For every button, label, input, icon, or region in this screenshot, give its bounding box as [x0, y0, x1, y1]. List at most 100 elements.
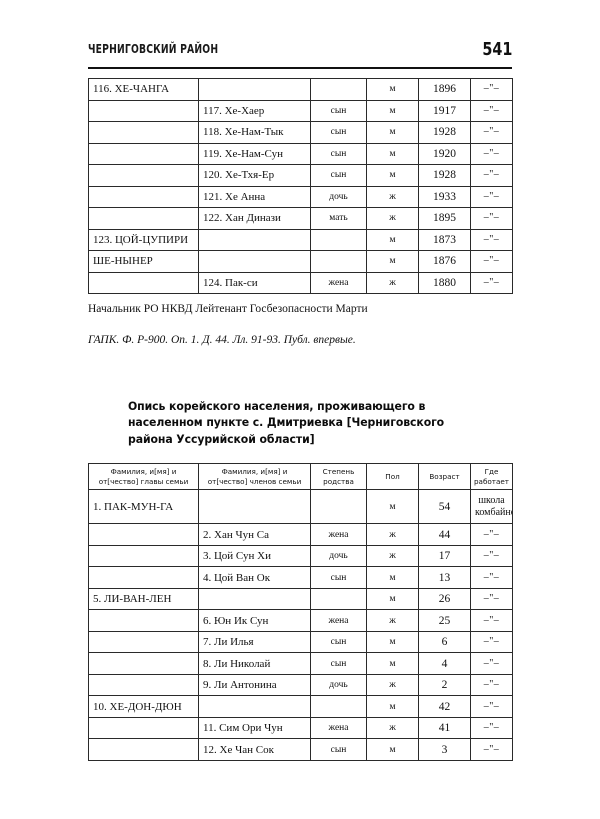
- cell-age: 1920: [418, 142, 471, 165]
- cell-family-head: 10. ХЕ-ДОН-ДЮН: [88, 695, 199, 718]
- cell-relation: сын: [310, 142, 367, 165]
- cell-family-head: [88, 630, 199, 654]
- table-row: 120. Хе-Тхя-Ер сын м 1928 –"–: [88, 164, 513, 187]
- cell-workplace: –"–: [470, 587, 513, 611]
- cell-family-member: [198, 250, 311, 273]
- cell-relation: жена: [310, 271, 367, 294]
- cell-age: 1917: [418, 99, 471, 122]
- cell-age: 41: [418, 716, 471, 740]
- table-one-body: 116. ХЕ-ЧАНГА м 1896 –"– 117. Хе-Хаер сын м 191…: [88, 78, 513, 294]
- table-row: 2. Хан Чун Са жена ж 44 –"–: [88, 523, 513, 546]
- cell-sex: м: [366, 566, 419, 589]
- table-row: 116. ХЕ-ЧАНГА м 1896 –"–: [88, 78, 513, 101]
- cell-workplace: –"–: [470, 185, 513, 208]
- cell-workplace: –"–: [470, 228, 513, 251]
- cell-relation: [310, 587, 367, 611]
- cell-workplace: –"–: [470, 78, 513, 101]
- column-header-sex: Пол: [366, 462, 419, 491]
- cell-relation: сын: [310, 738, 367, 761]
- cell-family-member: 120. Хе-Тхя-Ер: [198, 164, 311, 187]
- cell-sex: м: [366, 695, 419, 718]
- table-row: 8. Ли Николай сын м 4 –"–: [88, 652, 513, 675]
- cell-family-head: [88, 207, 199, 230]
- cell-family-head: [88, 738, 199, 761]
- table-row: 118. Хе-Нам-Тык сын м 1928 –"–: [88, 121, 513, 144]
- cell-relation: сын: [310, 99, 367, 122]
- cell-relation: сын: [310, 164, 367, 187]
- table-row: 12. Хе Чан Сок сын м 3 –"–: [88, 738, 513, 761]
- archival-source-line: ГАПК. Ф. Р-900. Оп. 1. Д. 44. Лл. 91-93.…: [88, 334, 356, 346]
- cell-family-head: 123. ЦОЙ-ЦУПИРИ: [88, 228, 199, 251]
- cell-sex: м: [366, 630, 419, 654]
- cell-family-member: 3. Цой Сун Хи: [198, 544, 311, 568]
- table-row: 9. Ли Антонина дочь ж 2 –"–: [88, 673, 513, 697]
- cell-family-member: 122. Хан Динази: [198, 207, 311, 230]
- cell-workplace: –"–: [470, 609, 513, 632]
- cell-sex: м: [366, 489, 419, 525]
- cell-age: 1880: [418, 271, 471, 294]
- cell-workplace: –"–: [470, 716, 513, 740]
- table-row: 3. Цой Сун Хи дочь ж 17 –"–: [88, 544, 513, 568]
- cell-family-head: [88, 544, 199, 568]
- cell-age: 54: [418, 489, 471, 525]
- cell-relation: дочь: [310, 185, 367, 208]
- cell-sex: м: [366, 250, 419, 273]
- cell-workplace: –"–: [470, 630, 513, 654]
- cell-sex: м: [366, 652, 419, 675]
- cell-family-head: 5. ЛИ-ВАН-ЛЕН: [88, 587, 199, 611]
- cell-age: 17: [418, 544, 471, 568]
- cell-family-head: 1. ПАК-МУН-ГА: [88, 489, 199, 525]
- cell-family-member: 2. Хан Чун Са: [198, 523, 311, 546]
- table-row: 123. ЦОЙ-ЦУПИРИ м 1873 –"–: [88, 228, 513, 251]
- table-row: 117. Хе-Хаер сын м 1917 –"–: [88, 99, 513, 122]
- cell-sex: ж: [366, 271, 419, 294]
- cell-family-head: [88, 142, 199, 165]
- cell-workplace: –"–: [470, 738, 513, 761]
- running-head-title: ЧЕРНИГОВСКИЙ РАЙОН: [88, 42, 219, 57]
- cell-age: 2: [418, 673, 471, 697]
- cell-sex: м: [366, 142, 419, 165]
- cell-relation: дочь: [310, 544, 367, 568]
- cell-family-head: [88, 716, 199, 740]
- cell-family-member: [198, 489, 311, 525]
- table-row: 10. ХЕ-ДОН-ДЮН м 42 –"–: [88, 695, 513, 718]
- signature-line: Начальник РО НКВД Лейтенант Госбезопасно…: [88, 303, 368, 315]
- cell-age: 1933: [418, 185, 471, 208]
- cell-relation: жена: [310, 609, 367, 632]
- cell-family-member: 7. Ли Илья: [198, 630, 311, 654]
- table-row: 6. Юн Ик Сун жена ж 25 –"–: [88, 609, 513, 632]
- cell-workplace: –"–: [470, 164, 513, 187]
- table-row: 7. Ли Илья сын м 6 –"–: [88, 630, 513, 654]
- cell-family-head: [88, 609, 199, 632]
- cell-relation: [310, 489, 367, 525]
- table-row: 11. Сим Ори Чун жена ж 41 –"–: [88, 716, 513, 740]
- cell-workplace: –"–: [470, 544, 513, 568]
- cell-family-member: 121. Хе Анна: [198, 185, 311, 208]
- cell-family-head: [88, 523, 199, 546]
- cell-workplace: –"–: [470, 673, 513, 697]
- cell-family-member: 4. Цой Ван Ок: [198, 566, 311, 589]
- cell-family-member: 119. Хе-Нам-Сун: [198, 142, 311, 165]
- cell-age: 13: [418, 566, 471, 589]
- cell-workplace: –"–: [470, 566, 513, 589]
- section-title: Опись корейского населения, проживающего…: [128, 399, 445, 446]
- column-header-family-members: Фамилия, и[мя] и от[чество] членов семьи: [198, 462, 311, 491]
- cell-relation: [310, 695, 367, 718]
- cell-sex: м: [366, 99, 419, 122]
- column-header-age: Возраст: [418, 462, 471, 491]
- cell-family-member: [198, 695, 311, 718]
- cell-family-member: [198, 587, 311, 611]
- cell-workplace: –"–: [470, 652, 513, 675]
- cell-relation: жена: [310, 523, 367, 546]
- cell-sex: м: [366, 228, 419, 251]
- cell-sex: м: [366, 121, 419, 144]
- cell-sex: ж: [366, 716, 419, 740]
- cell-sex: ж: [366, 185, 419, 208]
- census-table-first: 116. ХЕ-ЧАНГА м 1896 –"– 117. Хе-Хаер сын м 191…: [88, 78, 513, 294]
- cell-family-member: 6. Юн Ик Сун: [198, 609, 311, 632]
- cell-workplace: –"–: [470, 695, 513, 718]
- table-row: 122. Хан Динази мать ж 1895 –"–: [88, 207, 513, 230]
- cell-family-head: [88, 673, 199, 697]
